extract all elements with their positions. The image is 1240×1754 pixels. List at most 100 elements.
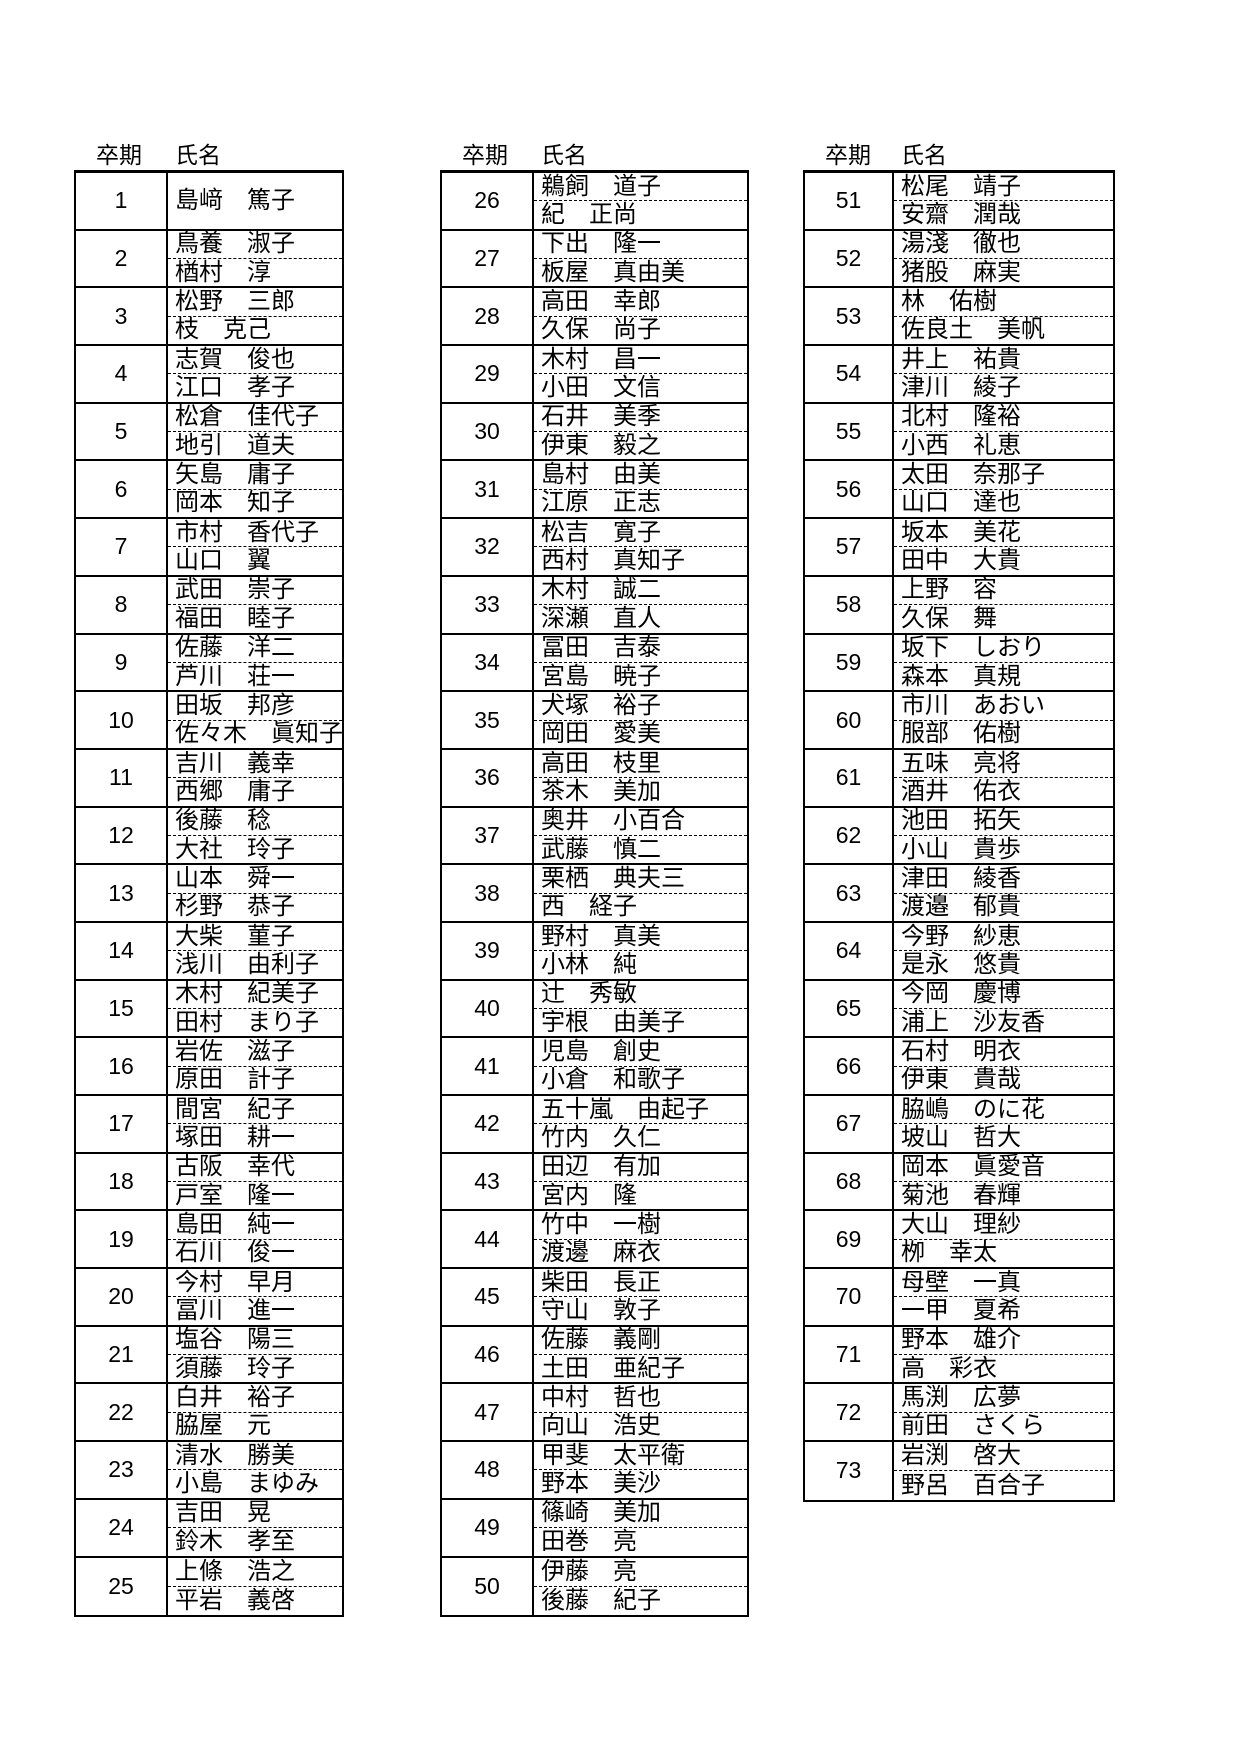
period-cell: 32 (442, 519, 534, 575)
table-row: 58 上野 容久保 舞 (805, 576, 1113, 635)
names-cell: 島田 純一 石川 俊一 (168, 1211, 342, 1267)
person-name: 大柴 菫子 (175, 922, 295, 950)
period-cell: 60 (805, 692, 894, 748)
table-row: 49 篠崎 美加 田巻 亮 (442, 1499, 747, 1558)
names-cell: 上條 浩之 平岩 義啓 (168, 1558, 342, 1616)
names-cell: 竹中 一樹 渡邊 麻衣 (534, 1211, 747, 1267)
period-cell: 45 (442, 1269, 534, 1325)
names-cell: 馬渕 広夢 前田 さくら (894, 1384, 1113, 1440)
names-cell: 今岡 慶博 浦上 沙友香 (894, 981, 1113, 1037)
person-name: 後藤 紀子 (534, 1585, 747, 1615)
names-cell: 母壁 一真 一甲 夏希 (894, 1269, 1113, 1325)
table-row: 31 島村 由美 江原 正志 (442, 461, 747, 520)
person-name: 後藤 稔 (175, 807, 271, 835)
person-name: 市村 香代子 (175, 519, 319, 546)
person-name: 久保 舞 (894, 604, 1113, 632)
person-name: 小山 貴歩 (894, 834, 1113, 863)
person-name: 上條 浩之 (175, 1557, 295, 1585)
person-name: 菊池 春輝 (894, 1181, 1113, 1209)
table-row: 20 今村 早月 冨川 進一 (76, 1269, 342, 1327)
person-name: 伊藤 亮 (541, 1557, 637, 1585)
person-name: 吉川 義幸 (175, 749, 295, 777)
names-cell: 今野 紗恵 是永 悠貴 (894, 923, 1113, 979)
table-row: 1 島﨑 篤子 (76, 173, 342, 231)
person-name: 紀 正尚 (534, 200, 747, 228)
table-row: 5 松倉 佳代子 地引 道夫 (76, 403, 342, 462)
period-cell: 2 (76, 230, 168, 287)
table-row: 37 奥井 小百合 武藤 慎二 (442, 807, 747, 866)
period-cell: 1 (76, 173, 168, 229)
period-cell: 31 (442, 461, 534, 518)
person-name: 矢島 庸子 (175, 461, 295, 489)
names-cell: 鵜飼 道子紀 正尚 (534, 173, 747, 229)
period-cell: 55 (805, 403, 894, 460)
names-cell: 岩佐 滋子 原田 計子 (168, 1038, 342, 1094)
table-row: 27 下出 隆一 板屋 真由美 (442, 230, 747, 289)
table-grid: 51 松尾 靖子 安齋 潤哉 52 湯淺 徹也 猪股 麻実 53 林 佑樹 佐良土 美帆 54 井上… (803, 170, 1115, 1502)
person-name: 木村 誠二 (541, 576, 661, 604)
period-cell: 3 (76, 288, 168, 345)
person-name: 島村 由美 (541, 461, 661, 489)
period-cell: 61 (805, 749, 894, 806)
person-name: 辻 秀敏 (541, 980, 637, 1008)
person-name: 宮内 隆 (534, 1181, 747, 1209)
name-table-column-2: 卒期 氏名 26 鵜飼 道子紀 正尚 27 下出 隆一 板屋 真由美 28 高田 幸郎 久保 … (440, 142, 749, 1618)
table-row: 25 上條 浩之 平岩 義啓 (76, 1557, 342, 1616)
person-name: 猪股 麻実 (894, 258, 1113, 286)
person-name: 小西 礼恵 (894, 431, 1113, 459)
period-cell: 72 (805, 1384, 894, 1441)
person-name: 野呂 百合子 (894, 1470, 1113, 1499)
person-name: 竹中 一樹 (541, 1211, 661, 1239)
period-cell: 7 (76, 519, 168, 575)
names-cell: 志賀 俊也 江口 孝子 (168, 346, 342, 402)
person-name: 上野 容 (901, 576, 997, 604)
names-cell: 北村 隆裕 小西 礼恵 (894, 404, 1113, 460)
person-name: 枝 克己 (168, 315, 342, 344)
person-name: 服部 佑樹 (894, 719, 1113, 748)
person-name: 伊東 貴哉 (894, 1065, 1113, 1094)
period-cell: 44 (442, 1211, 534, 1268)
table-row: 53 林 佑樹 佐良土 美帆 (805, 288, 1113, 347)
period-cell: 20 (76, 1269, 168, 1325)
person-name: 山口 翼 (168, 546, 342, 574)
names-cell: 津田 綾香 渡邉 郁貴 (894, 865, 1113, 921)
person-name: 白井 裕子 (175, 1384, 295, 1412)
period-cell: 15 (76, 980, 168, 1037)
names-cell: 島村 由美 江原 正志 (534, 461, 747, 517)
names-cell: 犬塚 裕子 岡田 愛美 (534, 692, 747, 748)
names-cell: 島﨑 篤子 (168, 173, 342, 229)
person-name: 岡田 愛美 (534, 719, 747, 748)
table-row: 32 松吉 寛子 西村 真知子 (442, 519, 747, 577)
person-name: 戸室 隆一 (168, 1181, 342, 1209)
table-row: 38 栗栖 典夫三西 経子 (442, 865, 747, 923)
period-cell: 48 (442, 1442, 534, 1498)
names-cell: 湯淺 徹也 猪股 麻実 (894, 231, 1113, 287)
person-name: 佐藤 洋二 (175, 634, 295, 662)
names-cell: 石井 美季 伊東 毅之 (534, 404, 747, 460)
names-cell: 奥井 小百合 武藤 慎二 (534, 808, 747, 864)
period-cell: 11 (76, 749, 168, 806)
table-row: 40 辻 秀敏 宇根 由美子 (442, 980, 747, 1039)
table-row: 62 池田 拓矢 小山 貴歩 (805, 807, 1113, 866)
table-row: 69 大山 理紗栁 幸太 (805, 1211, 1113, 1270)
person-name: 高田 幸郎 (541, 288, 661, 316)
person-name: 深瀬 直人 (534, 604, 747, 632)
names-cell: 甲斐 太平衛 野本 美沙 (534, 1442, 747, 1498)
person-name: 児島 創史 (541, 1038, 661, 1065)
table-row: 21 塩谷 陽三 須藤 玲子 (76, 1326, 342, 1385)
person-name: 高 彩衣 (894, 1354, 1113, 1382)
table-row: 54 井上 祐貴 津川 綾子 (805, 346, 1113, 404)
table-row: 30 石井 美季 伊東 毅之 (442, 403, 747, 462)
person-name: 松倉 佳代子 (175, 403, 319, 431)
person-name: 坂本 美花 (901, 519, 1021, 546)
period-cell: 24 (76, 1499, 168, 1556)
period-cell: 63 (805, 865, 894, 921)
period-cell: 4 (76, 346, 168, 402)
person-name: 佐々木 眞知子 (168, 719, 342, 748)
names-cell: 松尾 靖子 安齋 潤哉 (894, 173, 1113, 229)
person-name: 佐良土 美帆 (894, 315, 1113, 344)
table-row: 10 田坂 邦彦 佐々木 眞知子 (76, 692, 342, 750)
table-row: 6 矢島 庸子 岡本 知子 (76, 461, 342, 520)
period-column-header: 卒期 (462, 142, 508, 168)
names-cell: 山本 舜一 杉野 恭子 (168, 865, 342, 921)
